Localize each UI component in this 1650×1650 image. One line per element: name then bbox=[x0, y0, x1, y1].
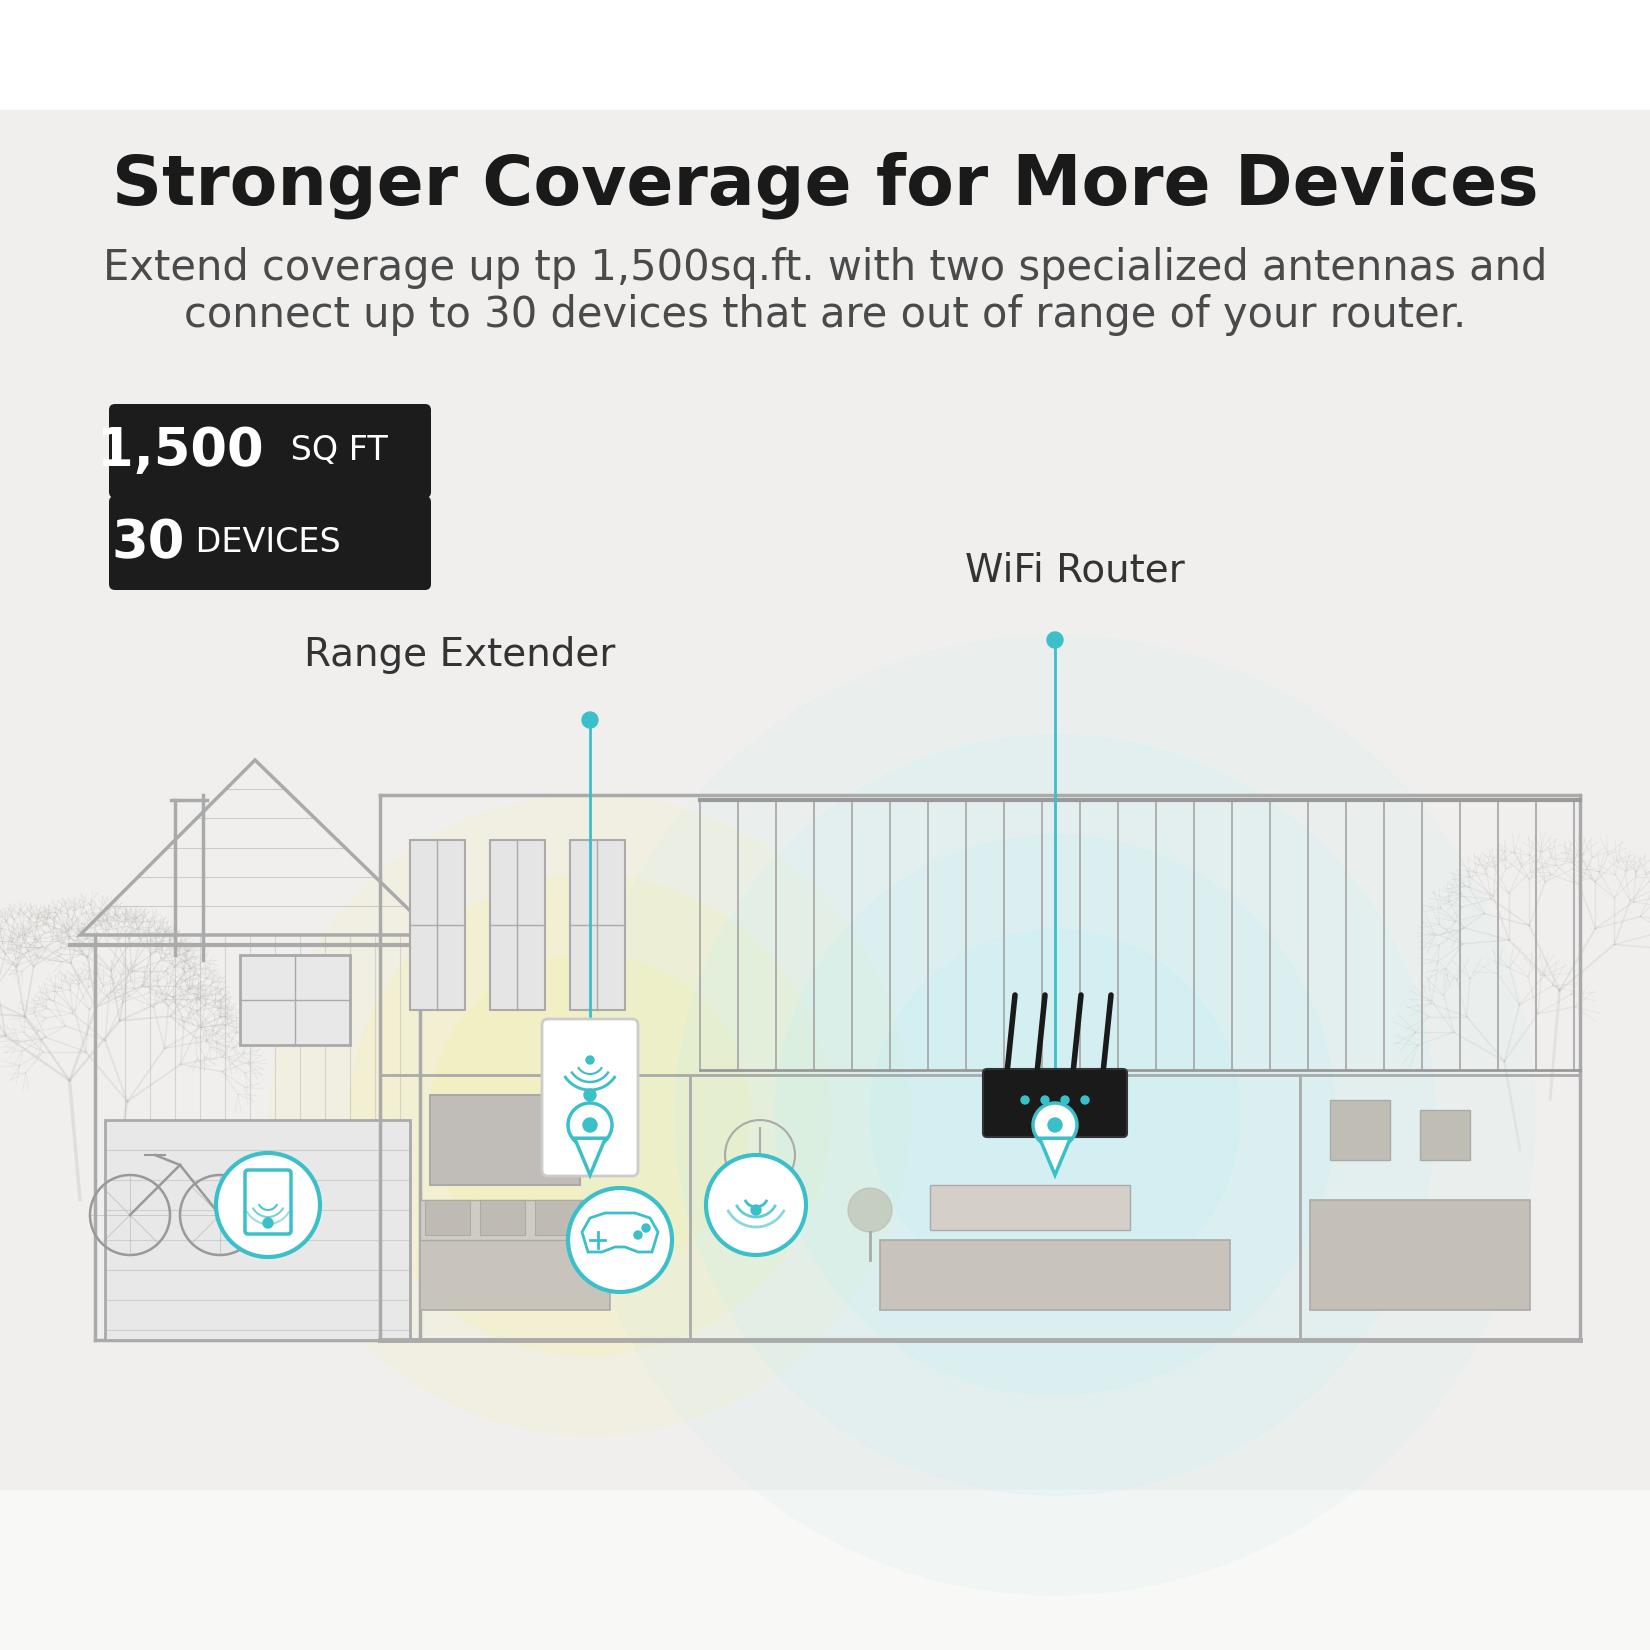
Circle shape bbox=[848, 1188, 893, 1233]
Circle shape bbox=[586, 1056, 594, 1064]
Polygon shape bbox=[1040, 1138, 1071, 1175]
FancyBboxPatch shape bbox=[541, 1020, 639, 1176]
Bar bbox=[535, 1200, 581, 1234]
Circle shape bbox=[1033, 1102, 1077, 1147]
Text: 1,500: 1,500 bbox=[97, 426, 264, 477]
Text: Range Extender: Range Extender bbox=[304, 635, 615, 673]
Circle shape bbox=[262, 1218, 272, 1228]
Bar bbox=[581, 1200, 625, 1234]
Circle shape bbox=[642, 1224, 650, 1233]
Bar bbox=[1421, 1110, 1470, 1160]
Circle shape bbox=[216, 1153, 320, 1257]
Circle shape bbox=[568, 1102, 612, 1147]
Circle shape bbox=[574, 635, 1534, 1596]
Circle shape bbox=[634, 1231, 642, 1239]
FancyBboxPatch shape bbox=[983, 1069, 1127, 1137]
Circle shape bbox=[582, 713, 597, 728]
FancyBboxPatch shape bbox=[109, 404, 431, 498]
Bar bbox=[0, 1490, 1650, 1650]
Bar bbox=[106, 1120, 409, 1340]
Bar bbox=[569, 840, 625, 1010]
Bar bbox=[1310, 1200, 1530, 1310]
Circle shape bbox=[431, 955, 751, 1275]
Circle shape bbox=[706, 1155, 805, 1256]
Circle shape bbox=[350, 874, 830, 1355]
Circle shape bbox=[271, 795, 911, 1436]
Circle shape bbox=[1048, 1117, 1063, 1132]
Circle shape bbox=[1041, 1096, 1049, 1104]
Text: DEVICES: DEVICES bbox=[185, 526, 342, 559]
Text: SQ FT: SQ FT bbox=[280, 434, 388, 467]
Circle shape bbox=[582, 1117, 597, 1132]
Circle shape bbox=[776, 835, 1335, 1394]
Circle shape bbox=[870, 931, 1241, 1300]
Bar bbox=[1330, 1101, 1389, 1160]
Bar bbox=[0, 0, 1650, 111]
Bar bbox=[480, 1200, 525, 1234]
Polygon shape bbox=[574, 1138, 606, 1175]
Circle shape bbox=[751, 1204, 761, 1214]
Text: Extend coverage up tp 1,500sq.ft. with two specialized antennas and: Extend coverage up tp 1,500sq.ft. with t… bbox=[102, 248, 1548, 289]
Text: connect up to 30 devices that are out of range of your router.: connect up to 30 devices that are out of… bbox=[183, 294, 1467, 337]
Circle shape bbox=[1048, 632, 1063, 648]
Text: 30: 30 bbox=[111, 516, 185, 569]
Circle shape bbox=[568, 1188, 672, 1292]
Bar bbox=[426, 1200, 470, 1234]
Circle shape bbox=[675, 734, 1436, 1495]
Bar bbox=[421, 1234, 610, 1310]
Bar bbox=[490, 840, 544, 1010]
Bar bbox=[239, 955, 350, 1044]
Circle shape bbox=[1081, 1096, 1089, 1104]
Circle shape bbox=[1021, 1096, 1030, 1104]
FancyBboxPatch shape bbox=[109, 497, 431, 591]
Circle shape bbox=[584, 1089, 596, 1101]
Circle shape bbox=[1061, 1096, 1069, 1104]
Bar bbox=[421, 1200, 610, 1241]
Bar bbox=[409, 840, 465, 1010]
Bar bbox=[431, 1096, 581, 1185]
Bar bbox=[931, 1185, 1130, 1229]
Text: WiFi Router: WiFi Router bbox=[965, 551, 1185, 589]
Bar bbox=[879, 1241, 1229, 1310]
Text: Stronger Coverage for More Devices: Stronger Coverage for More Devices bbox=[112, 152, 1538, 219]
